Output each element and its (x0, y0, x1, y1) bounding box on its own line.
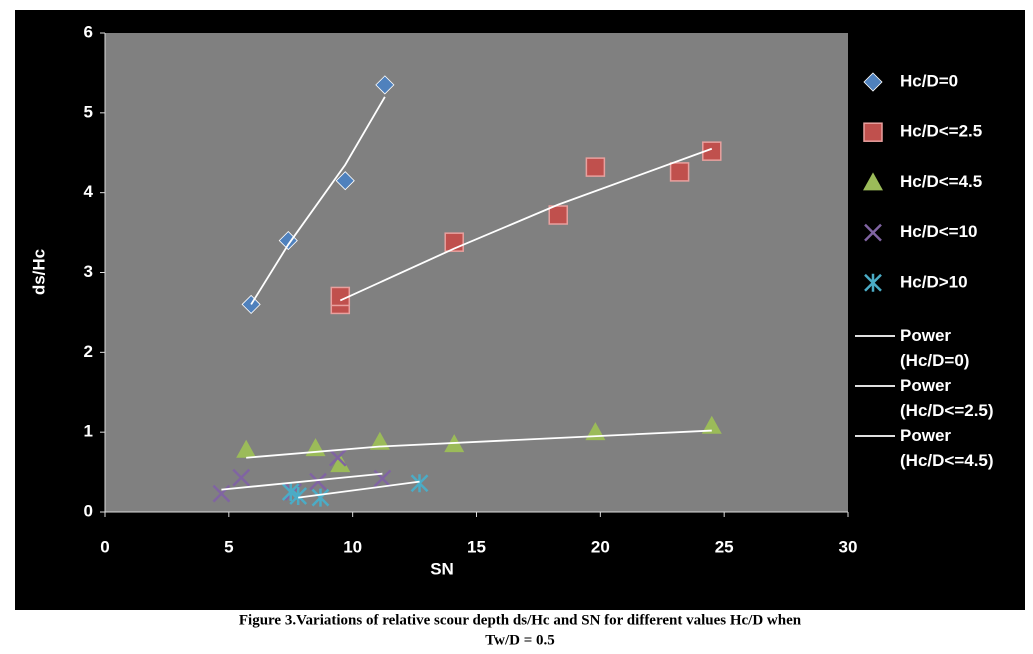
plot-area (105, 33, 848, 512)
x-tick-label: 0 (100, 537, 109, 556)
x-tick-label: 20 (591, 537, 610, 556)
y-axis-label: ds/Hc (29, 249, 48, 295)
legend-label: Power (Hc/D<=2.5) (900, 376, 994, 420)
x-tick-label: 25 (715, 537, 734, 556)
legend-marker (863, 72, 883, 92)
legend-label: Hc/D<=2.5 (900, 122, 982, 141)
marker (335, 171, 355, 191)
trendline (221, 472, 383, 491)
marker (289, 487, 308, 506)
y-tick-label: 5 (84, 102, 93, 121)
legend-marker (863, 172, 883, 191)
trendline (298, 480, 420, 499)
marker (309, 472, 327, 491)
x-tick-label: 15 (467, 537, 486, 556)
legend-marker (863, 122, 883, 142)
legend-label: Hc/D=0 (900, 71, 958, 90)
marker (232, 468, 251, 487)
y-tick-label: 3 (84, 262, 93, 281)
y-tick-label: 0 (84, 501, 93, 520)
legend-marker (864, 223, 882, 242)
trendline (250, 96, 386, 305)
x-tick-label: 10 (343, 537, 362, 556)
marker (375, 75, 395, 95)
marker (669, 162, 690, 182)
legend-label: Hc/D<=4.5 (900, 172, 982, 191)
marker (330, 286, 351, 307)
legend-marker (864, 273, 882, 292)
y-tick-label: 4 (84, 182, 94, 201)
marker (701, 415, 722, 434)
legend-label: Hc/D>10 (900, 272, 968, 291)
marker (548, 205, 568, 225)
legend-label: Hc/D<=10 (900, 222, 978, 241)
legend-label: Power (Hc/D<=4.5) (900, 426, 994, 470)
x-axis-label: SN (430, 559, 454, 578)
y-tick-label: 1 (84, 422, 93, 441)
trendline (246, 429, 712, 459)
y-tick-label: 2 (84, 342, 93, 361)
marker (311, 488, 330, 507)
marker (328, 448, 347, 467)
marker (585, 157, 606, 177)
marker (369, 431, 390, 450)
marker (373, 469, 392, 488)
caption: Figure 3.Variations of relative scour de… (239, 612, 802, 628)
x-tick-label: 5 (224, 537, 233, 556)
marker (330, 454, 351, 473)
y-tick-label: 6 (84, 22, 93, 41)
legend-label: Power (Hc/D=0) (900, 326, 970, 370)
trendline (339, 147, 713, 302)
caption: Tw/D = 0.5 (485, 632, 555, 648)
x-tick-label: 30 (839, 537, 858, 556)
marker (410, 474, 429, 493)
marker (236, 439, 257, 458)
